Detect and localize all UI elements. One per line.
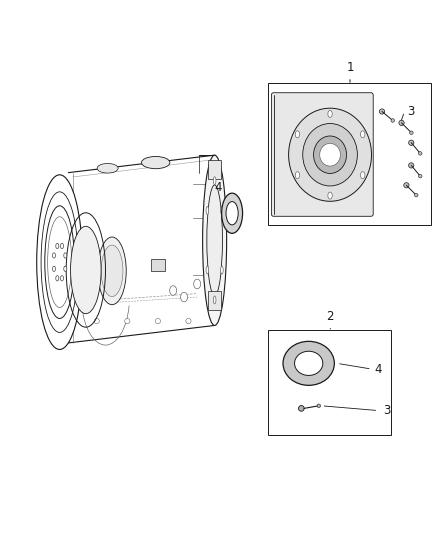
Bar [268,83,431,225]
Ellipse shape [360,131,365,138]
Ellipse shape [45,206,74,318]
Text: 2: 2 [327,310,334,323]
Ellipse shape [399,120,404,125]
Ellipse shape [317,404,321,408]
Bar [208,290,221,310]
Ellipse shape [289,108,371,201]
Ellipse shape [94,318,99,324]
Ellipse shape [283,341,334,385]
Ellipse shape [221,266,223,274]
Ellipse shape [221,207,223,214]
Text: 3: 3 [407,105,415,118]
Ellipse shape [314,136,346,173]
Ellipse shape [170,286,177,295]
Ellipse shape [391,119,395,122]
Ellipse shape [125,318,130,324]
Text: 4: 4 [214,181,222,195]
Ellipse shape [155,318,160,324]
Ellipse shape [409,163,414,168]
Ellipse shape [186,318,191,324]
Ellipse shape [409,140,414,146]
Ellipse shape [295,131,300,138]
Ellipse shape [56,244,59,248]
Ellipse shape [207,185,223,296]
Ellipse shape [64,266,67,271]
Ellipse shape [410,131,413,134]
Ellipse shape [414,193,418,197]
Ellipse shape [206,207,208,214]
Ellipse shape [213,296,216,304]
Ellipse shape [53,253,56,258]
Ellipse shape [56,276,59,281]
Ellipse shape [60,276,64,281]
Ellipse shape [194,279,201,289]
Ellipse shape [213,177,216,184]
Ellipse shape [418,152,422,155]
Ellipse shape [101,245,123,297]
Ellipse shape [71,227,101,313]
Ellipse shape [206,266,208,274]
Ellipse shape [180,292,187,302]
Ellipse shape [226,201,238,225]
Ellipse shape [360,172,365,179]
Bar [151,259,165,271]
Ellipse shape [141,157,170,169]
Ellipse shape [53,266,56,271]
Ellipse shape [37,175,82,350]
Ellipse shape [418,174,422,178]
Bar [208,159,221,179]
Ellipse shape [303,124,357,186]
Text: 3: 3 [383,404,390,417]
Text: 4: 4 [374,362,381,376]
Bar [268,330,391,434]
Ellipse shape [60,244,64,248]
Ellipse shape [203,155,226,326]
Ellipse shape [379,109,385,114]
FancyBboxPatch shape [272,93,373,216]
Text: 1: 1 [346,61,354,75]
Ellipse shape [328,110,332,117]
Ellipse shape [295,351,323,375]
Ellipse shape [222,193,243,233]
Ellipse shape [97,164,118,173]
Ellipse shape [328,192,332,199]
Ellipse shape [295,172,300,179]
Ellipse shape [299,406,304,411]
Ellipse shape [98,237,126,305]
Ellipse shape [64,253,67,258]
Ellipse shape [320,143,340,166]
Ellipse shape [404,183,409,188]
